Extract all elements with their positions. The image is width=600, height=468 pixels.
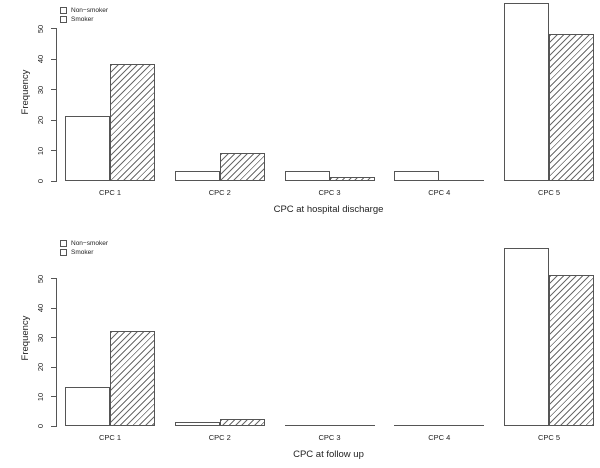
bar-smoker xyxy=(110,64,155,180)
category-label: CPC 2 xyxy=(208,433,231,442)
y-tick-label: 40 xyxy=(36,303,45,313)
legend-label: Non−smoker xyxy=(71,7,109,14)
y-tick-label: 50 xyxy=(36,24,45,33)
category-label: CPC 5 xyxy=(537,188,561,197)
legend: Non−smoker Smoker xyxy=(60,240,108,256)
hatched-square-swatch xyxy=(60,16,67,23)
plot-area: Non−smoker Smoker xyxy=(57,2,600,181)
y-tick-label: 10 xyxy=(36,146,45,155)
y-tick-label: 10 xyxy=(36,392,45,401)
bar-smoker xyxy=(549,275,594,425)
bar-nonsmoker xyxy=(65,387,110,425)
x-axis-title: CPC at follow up xyxy=(293,449,364,460)
y-tick-label: 0 xyxy=(36,178,45,184)
category-label: CPC 2 xyxy=(208,188,231,197)
bar-group xyxy=(174,419,265,426)
bar-group xyxy=(65,331,155,426)
y-tick xyxy=(51,366,57,368)
hatched-square-swatch xyxy=(60,249,67,256)
category-label: CPC 1 xyxy=(98,188,122,197)
open-square-swatch xyxy=(60,7,67,14)
legend-label: Smoker xyxy=(71,16,94,23)
bar-group xyxy=(394,171,485,181)
legend-item-smoker: Smoker xyxy=(60,16,108,23)
y-tick xyxy=(51,278,57,279)
plot-area: Non−smoker Smoker xyxy=(57,240,600,426)
bar-nonsmoker xyxy=(174,171,220,180)
bar-nonsmoker xyxy=(284,171,330,180)
panel-hospital-discharge: Frequency 0 10 20 30 40 50 Non−smoker Smoker xyxy=(0,2,600,236)
bar-group xyxy=(504,248,594,426)
bar-smoker xyxy=(329,177,375,180)
y-gutter: Frequency 0 10 20 30 40 50 xyxy=(0,249,57,460)
category-label: CPC 3 xyxy=(318,433,341,442)
y-tick xyxy=(51,58,57,60)
legend-item-nonsmoker: Non−smoker xyxy=(60,7,108,14)
bar-smoker xyxy=(219,153,265,180)
category-label: CPC 1 xyxy=(98,433,122,442)
category-label: CPC 4 xyxy=(428,433,451,442)
y-axis: Frequency 0 10 20 30 40 50 xyxy=(0,2,57,183)
y-tick-label: 50 xyxy=(36,274,45,283)
y-axis-title: Frequency xyxy=(20,315,31,360)
bar-group xyxy=(504,3,594,181)
y-tick xyxy=(51,150,57,151)
bars xyxy=(57,248,600,426)
y-axis-line xyxy=(56,278,57,426)
bar-group xyxy=(284,425,375,426)
category-label: CPC 4 xyxy=(428,188,451,197)
y-tick-label: 20 xyxy=(36,362,45,372)
y-tick xyxy=(51,337,57,338)
legend-label: Non−smoker xyxy=(71,240,109,247)
bar-group xyxy=(65,64,155,181)
y-tick xyxy=(51,425,57,427)
y-tick xyxy=(51,180,57,182)
bar-smoker xyxy=(110,331,155,425)
bar-nonsmoker xyxy=(504,248,549,425)
y-tick xyxy=(51,89,57,90)
legend-item-nonsmoker: Non−smoker xyxy=(60,240,108,247)
y-tick-label: 20 xyxy=(36,115,45,125)
category-label: CPC 5 xyxy=(537,433,561,442)
panel-follow-up: Frequency 0 10 20 30 40 50 Non−smoker Smoker xyxy=(0,240,600,468)
y-tick-label: 40 xyxy=(36,54,45,64)
y-gutter: Frequency 0 10 20 30 40 50 xyxy=(0,2,57,215)
bar-group xyxy=(284,171,375,181)
y-tick xyxy=(51,119,57,121)
legend-item-smoker: Smoker xyxy=(60,249,108,256)
legend-label: Smoker xyxy=(71,249,94,256)
x-tick-labels: CPC 1 CPC 2 CPC 3 CPC 4 CPC 5 xyxy=(57,188,600,197)
y-tick xyxy=(51,28,57,29)
category-label: CPC 3 xyxy=(318,188,341,197)
bar-nonsmoker xyxy=(65,116,110,180)
x-axis-title: CPC at hospital discharge xyxy=(273,204,384,215)
y-tick xyxy=(51,396,57,397)
y-tick-label: 30 xyxy=(36,333,45,342)
bar-smoker xyxy=(549,34,594,180)
bar-nonsmoker xyxy=(174,422,220,425)
y-tick xyxy=(51,307,57,309)
y-axis-line xyxy=(56,28,57,181)
y-axis-title: Frequency xyxy=(20,69,31,114)
bars xyxy=(57,2,600,181)
bar-nonsmoker xyxy=(394,171,440,180)
y-tick-label: 30 xyxy=(36,85,45,94)
bar-smoker xyxy=(219,419,265,425)
bar-group xyxy=(394,425,485,426)
x-tick-labels: CPC 1 CPC 2 CPC 3 CPC 4 CPC 5 xyxy=(57,433,600,442)
legend: Non−smoker Smoker xyxy=(60,7,108,23)
bar-group xyxy=(174,153,265,181)
y-tick-label: 0 xyxy=(36,423,45,429)
open-square-swatch xyxy=(60,240,67,247)
y-axis: Frequency 0 10 20 30 40 50 xyxy=(0,249,57,428)
bar-nonsmoker xyxy=(504,3,549,180)
